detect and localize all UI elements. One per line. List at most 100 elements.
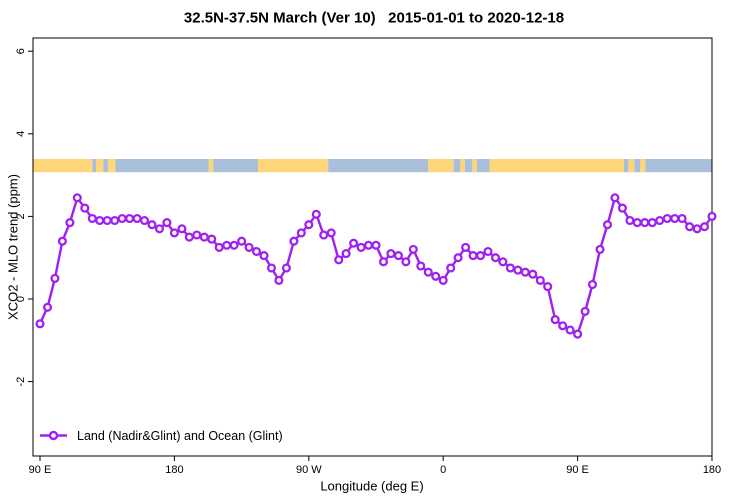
data-point-marker: [326, 228, 336, 238]
data-point-marker: [543, 282, 553, 292]
axes: 90 E 180 90 W 0 90 E 180 -2 0 2 4 6: [15, 48, 721, 476]
data-point-marker: [416, 261, 426, 271]
map-strip: [33, 158, 712, 173]
map-strip-segment-land: [472, 158, 477, 173]
data-point-marker: [401, 257, 411, 267]
data-point-marker: [363, 240, 374, 250]
data-point-marker: [528, 269, 538, 279]
data-point-marker: [655, 215, 665, 226]
map-strip-segment-land: [96, 158, 104, 173]
map-strip-segment-ocean: [645, 158, 712, 173]
data-point-marker: [87, 213, 97, 224]
y-tick-label: 4: [15, 131, 27, 137]
data-point-marker: [595, 244, 605, 254]
map-strip-segment-ocean: [476, 158, 490, 173]
data-point-marker: [520, 267, 530, 277]
x-tick-label: 90 E: [29, 464, 52, 476]
data-point-marker: [184, 232, 194, 242]
map-strip-segment-ocean: [115, 158, 209, 173]
data-point-marker: [610, 193, 620, 203]
data-point-marker: [550, 315, 560, 325]
data-point-marker: [498, 257, 508, 267]
map-strip-segment-ocean: [92, 158, 96, 173]
data-point-marker: [169, 228, 179, 238]
data-point-marker: [72, 193, 82, 203]
data-point-marker: [677, 213, 687, 224]
map-strip-segment-land: [107, 158, 116, 173]
data-point-marker: [378, 257, 389, 267]
data-point-marker: [625, 215, 635, 226]
map-strip-segment-ocean: [623, 158, 629, 173]
data-point-marker: [513, 265, 523, 275]
x-tick-label: 0: [440, 464, 446, 476]
x-tick-label: 180: [165, 464, 183, 476]
map-strip-segment-land: [640, 158, 646, 173]
data-point-marker: [490, 253, 501, 263]
data-point-marker: [692, 224, 702, 234]
data-point-marker: [35, 319, 45, 329]
data-point-marker: [50, 273, 60, 283]
data-point-marker: [139, 215, 150, 226]
data-point-marker: [125, 213, 135, 224]
data-point-marker: [57, 236, 67, 246]
chart-title: 32.5N-37.5N March (Ver 10) 2015-01-01 to…: [183, 9, 565, 27]
data-point-marker: [431, 271, 441, 281]
x-axis-label: Longitude (deg E): [320, 478, 424, 494]
data-point-marker: [341, 249, 351, 259]
data-point-marker: [587, 279, 598, 290]
map-strip-segment-ocean: [464, 158, 473, 173]
data-series: [35, 193, 717, 339]
data-point-marker: [251, 246, 262, 257]
data-point-marker: [461, 242, 471, 252]
data-point-marker: [311, 209, 321, 219]
data-point-marker: [505, 263, 515, 273]
y-tick-label: 6: [15, 48, 27, 54]
data-point-marker: [42, 302, 53, 312]
data-point-marker: [662, 213, 672, 224]
legend-marker-sample: [48, 430, 59, 441]
data-point-marker: [565, 325, 575, 335]
x-tick-label: 90 E: [566, 464, 589, 476]
map-strip-segment-land: [489, 158, 624, 173]
data-point-marker: [102, 215, 112, 226]
map-strip-segment-land: [628, 158, 635, 173]
map-strip-segment-ocean: [634, 158, 641, 173]
data-point-marker: [237, 236, 247, 246]
data-point-marker: [244, 242, 254, 252]
data-point-marker: [483, 246, 493, 257]
data-point-marker: [699, 222, 710, 232]
x-tick-label: 180: [703, 464, 721, 476]
legend-symbol: [40, 430, 67, 441]
data-point-marker: [304, 220, 314, 230]
data-point-marker: [535, 275, 545, 285]
data-point-marker: [349, 238, 359, 248]
data-point-marker: [647, 218, 657, 228]
data-point-marker: [371, 240, 381, 250]
y-tick-label: 0: [15, 296, 27, 302]
data-point-marker: [580, 306, 590, 316]
data-point-marker: [296, 228, 306, 238]
data-point-marker: [177, 224, 187, 234]
data-point-marker: [229, 240, 239, 250]
map-strip-segment-land: [33, 158, 93, 173]
data-point-marker: [685, 222, 695, 232]
data-point-marker: [214, 242, 224, 252]
data-point-marker: [468, 251, 478, 261]
map-strip-segment-land: [460, 158, 465, 173]
data-point-marker: [132, 213, 142, 224]
data-point-marker: [147, 220, 157, 230]
legend-label: Land (Nadir&Glint) and Ocean (Glint): [77, 429, 283, 443]
data-point-marker: [192, 230, 202, 240]
data-point-marker: [670, 213, 680, 224]
map-strip-segment-land: [428, 158, 454, 173]
map-strip-segment-land: [208, 158, 214, 173]
data-point-marker: [558, 321, 568, 331]
data-point-marker: [453, 253, 463, 263]
data-point-marker: [65, 218, 75, 228]
plot-border: [32, 37, 713, 457]
y-tick-label: 2: [15, 213, 27, 219]
map-strip-segment-land: [258, 158, 329, 173]
data-point-marker: [289, 236, 299, 246]
data-point-marker: [319, 230, 329, 240]
